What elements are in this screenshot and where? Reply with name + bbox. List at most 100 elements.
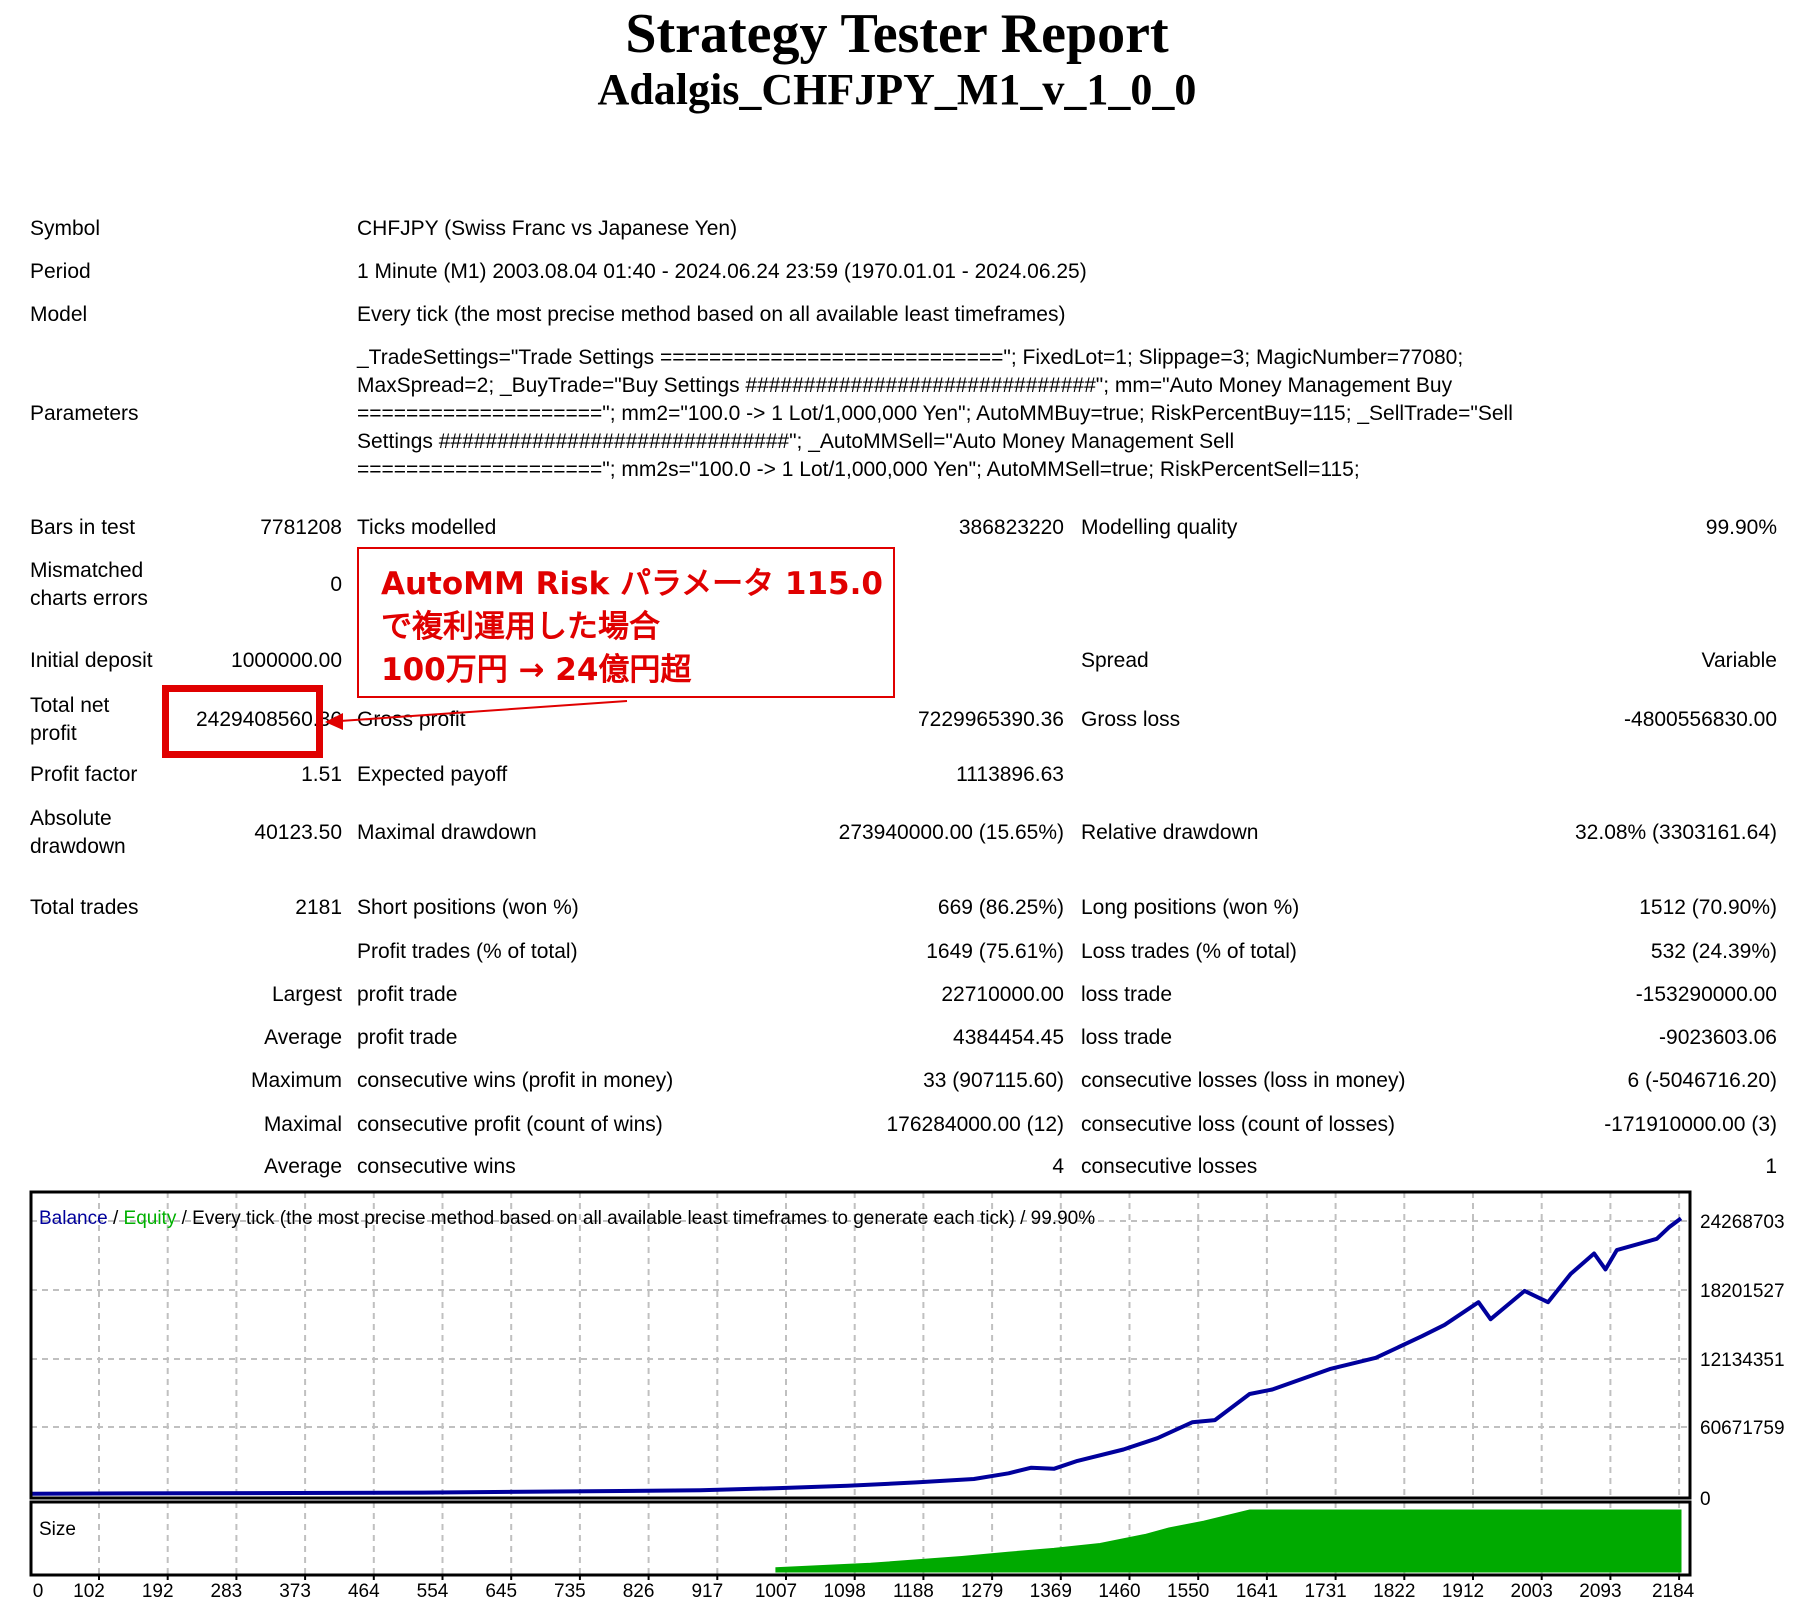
stat-label: Ticks modelled [357,516,497,539]
stat-value: 40123.50 [254,821,342,844]
x-tick-label: 1822 [1373,1581,1415,1602]
x-tick-label: 373 [279,1581,311,1602]
stat-value: 99.90% [1705,516,1777,539]
stats-row: Average consecutive wins 4 consecutive loss… [0,1155,1794,1178]
y-tick-label: 12134351 [1700,1350,1785,1371]
stat-value: 4384454.45 [953,1026,1064,1049]
stat-label: Maximal drawdown [357,821,537,844]
info-label: Symbol [30,217,101,240]
stats-row: Maximum consecutive wins (profit in money… [0,1069,1794,1092]
stat-label: consecutive wins (profit in money) [357,1069,674,1092]
stats-row: Absolute drawdown 40123.50 Maximal drawdow… [0,807,1794,858]
stat-label: consecutive wins [357,1155,516,1178]
stat-value: 273940000.00 (15.65%) [838,821,1064,844]
stat-value: Variable [1701,649,1778,672]
stat-value: 22710000.00 [941,983,1064,1006]
stat-label: Modelling quality [1081,516,1238,539]
parameters-label: Parameters [30,402,139,425]
stat-group-label: Maximal [263,1113,342,1136]
x-tick-label: 1369 [1030,1581,1072,1602]
balance-chart: Balance / Equity / Every tick (the most … [29,1190,1785,1602]
stat-value: -153290000.00 [1635,983,1777,1006]
stat-value: 1000000.00 [231,649,342,672]
size-label: Size [39,1519,76,1540]
info-value: 1 Minute (M1) 2003.08.04 01:40 - 2024.06… [357,260,1087,283]
info-row: Model Every tick (the most precise method… [0,303,1794,326]
info-value: Every tick (the most precise method base… [357,303,1066,326]
stat-value: 532 (24.39%) [1650,940,1777,963]
x-tick-label: 554 [417,1581,449,1602]
x-tick-label: 2003 [1511,1581,1553,1602]
stat-value: 7781208 [260,516,342,539]
stat-value: 6 (-5046716.20) [1627,1069,1777,1092]
stat-label: Expected payoff [357,763,508,786]
x-tick-label: 645 [485,1581,517,1602]
stat-value: -9023603.06 [1659,1026,1777,1049]
stat-label: Gross loss [1081,708,1181,731]
x-tick-label: 0 [33,1581,44,1602]
stats-row: Mismatched charts errors 0 [0,559,1794,610]
y-tick-label: 0 [1700,1489,1711,1510]
y-tick-label: 24268703 [1700,1212,1785,1233]
x-tick-label: 283 [211,1581,243,1602]
stat-label: Short positions (won %) [357,896,579,919]
stat-label: Bars in test [30,516,136,539]
stat-group-label: Average [264,1155,342,1178]
stat-value: 1113896.63 [956,763,1064,786]
stat-value: -4800556830.00 [1624,708,1777,731]
legend-balance: Balance [39,1208,108,1229]
stat-value: 669 (86.25%) [937,896,1064,919]
stat-value: 386823220 [958,516,1064,539]
parameters-line: MaxSpread=2; _BuyTrade="Buy Settings ###… [357,374,1453,397]
stats-row: Average profit trade 4384454.45 loss trade -… [0,1026,1794,1049]
stat-label: Spread [1081,649,1149,672]
size-chart-frame [29,1500,1692,1577]
annotation-callout: AutoMM Risk パラメータ 115.0 で複利運用した場合 100万円 … [357,547,895,698]
stat-group-label: Average [264,1026,342,1049]
stat-label: Initial deposit [30,649,153,672]
x-tick-label: 735 [554,1581,586,1602]
stat-value: 1 [1765,1155,1777,1178]
x-tick-label: 1912 [1442,1581,1484,1602]
info-label: Period [30,260,91,283]
x-tick-label: 917 [691,1581,723,1602]
stats-row: Maximal consecutive profit (count of wins… [0,1113,1794,1136]
y-tick-label: 60671759 [1700,1418,1785,1439]
stat-label: loss trade [1081,983,1173,1006]
stat-value: 1512 (70.90%) [1639,896,1777,919]
stat-label: Mismatched charts errors [30,559,148,610]
stat-label: loss trade [1081,1026,1173,1049]
stat-label: Long positions (won %) [1081,896,1300,919]
stat-label: Total trades [30,896,139,919]
parameters-row: Parameters [0,402,1794,425]
highlight-box [162,685,323,758]
info-row: Period 1 Minute (M1) 2003.08.04 01:40 - 2… [0,260,1794,283]
y-tick-label: 18201527 [1700,1281,1785,1302]
stat-label: Profit trades (% of total) [357,940,578,963]
stats-row: Profit trades (% of total) 1649 (75.61%) L… [0,940,1794,963]
stat-value: 32.08% (3303161.64) [1575,821,1777,844]
stat-label: Absolute drawdown [30,807,126,858]
stat-value: 176284000.00 (12) [886,1113,1065,1136]
parameters-line: _TradeSettings="Trade Settings =========… [357,346,1464,369]
x-tick-label: 1007 [755,1581,797,1602]
stat-value: 1649 (75.61%) [926,940,1064,963]
info-value: CHFJPY (Swiss Franc vs Japanese Yen) [357,217,738,240]
stat-value: 33 (907115.60) [923,1069,1064,1092]
x-tick-label: 192 [142,1581,174,1602]
stat-label: consecutive losses [1081,1155,1258,1178]
stat-value: 2429408560.36 [196,708,342,731]
x-tick-label: 1550 [1167,1581,1209,1602]
stat-group-label: Maximum [250,1069,342,1092]
x-tick-label: 1188 [893,1581,934,1602]
stat-value: -171910000.00 (3) [1604,1113,1777,1136]
x-tick-label: 1460 [1098,1581,1140,1602]
x-tick-label: 1279 [961,1581,1003,1602]
stat-label: Total net profit [30,694,110,745]
stats-row: Profit factor 1.51 Expected payoff 1113896.… [0,763,1794,786]
stat-value: 7229965390.36 [918,708,1064,731]
stat-label: Loss trades (% of total) [1081,940,1297,963]
stat-label: consecutive losses (loss in money) [1081,1069,1406,1092]
stat-value: 4 [1052,1155,1064,1178]
stat-value: 0 [330,573,342,596]
